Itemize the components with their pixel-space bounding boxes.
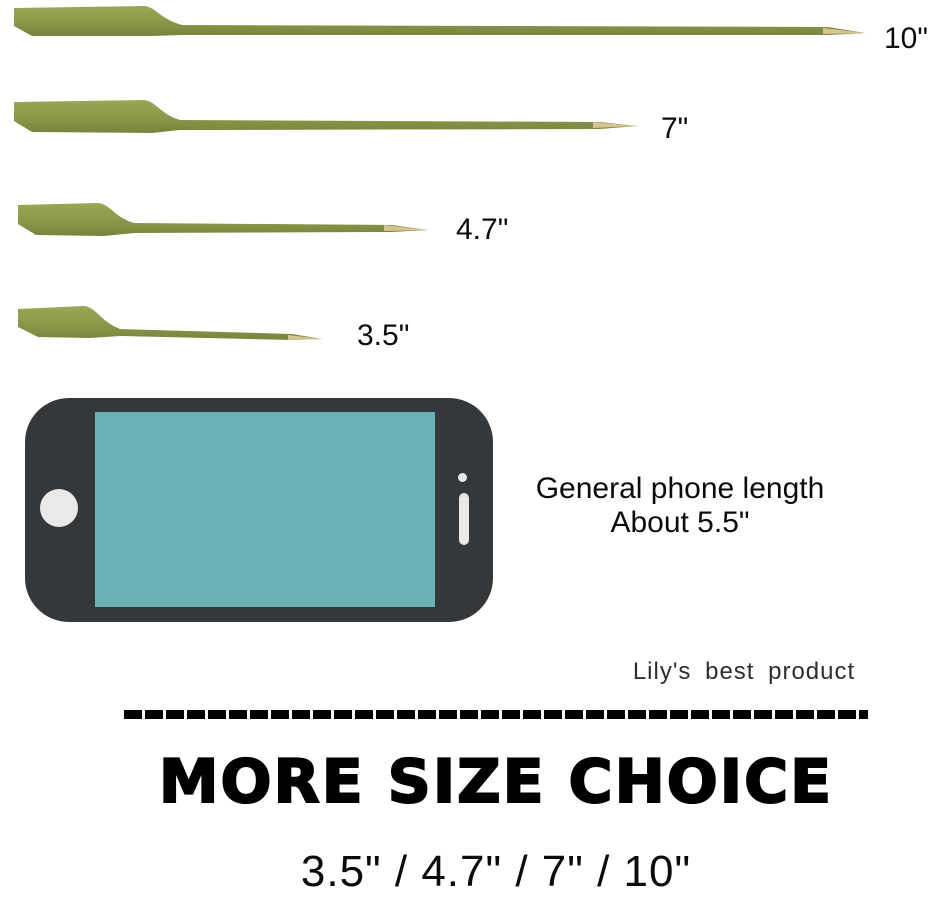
skewer-3-5in-tip xyxy=(288,335,322,340)
size-label-3-5in: 3.5" xyxy=(357,319,410,352)
skewer-10in-shape xyxy=(14,6,865,36)
skewer-10in-tip xyxy=(823,28,865,34)
bamboo-skewer-4-7in-image xyxy=(18,203,428,236)
bamboo-skewer-7in-image xyxy=(14,100,637,133)
bamboo-skewer-10in-image xyxy=(14,6,865,36)
skewer-7in-tip xyxy=(593,122,637,128)
phone-caption: General phone length About 5.5" xyxy=(520,472,840,539)
size-label-7in: 7" xyxy=(661,112,689,145)
bamboo-skewer-3-5in-image xyxy=(18,306,322,340)
phone-caption-line2: About 5.5" xyxy=(610,505,750,539)
phone-speaker-icon xyxy=(459,493,469,545)
dashed-divider xyxy=(124,710,868,719)
phone-illustration xyxy=(25,398,493,622)
phone-camera-icon xyxy=(458,473,467,482)
size-label-10in: 10" xyxy=(884,22,929,55)
phone-home-button-icon xyxy=(40,489,78,527)
phone-caption-line1: General phone length xyxy=(535,472,825,505)
footer-sizes-line: 3.5" / 4.7" / 7" / 10" xyxy=(300,847,692,896)
skewer-7in-shape xyxy=(14,100,637,133)
size-label-4-7in: 4.7" xyxy=(456,213,509,246)
footer-heading: MORE SIZE CHOICE xyxy=(158,747,834,817)
skewer-4-7in-tip xyxy=(384,225,428,231)
brand-tagline: Lily's best product xyxy=(632,658,856,685)
phone-screen xyxy=(95,412,435,607)
skewer-3-5in-shape xyxy=(18,306,322,340)
skewer-4-7in-shape xyxy=(18,203,428,236)
